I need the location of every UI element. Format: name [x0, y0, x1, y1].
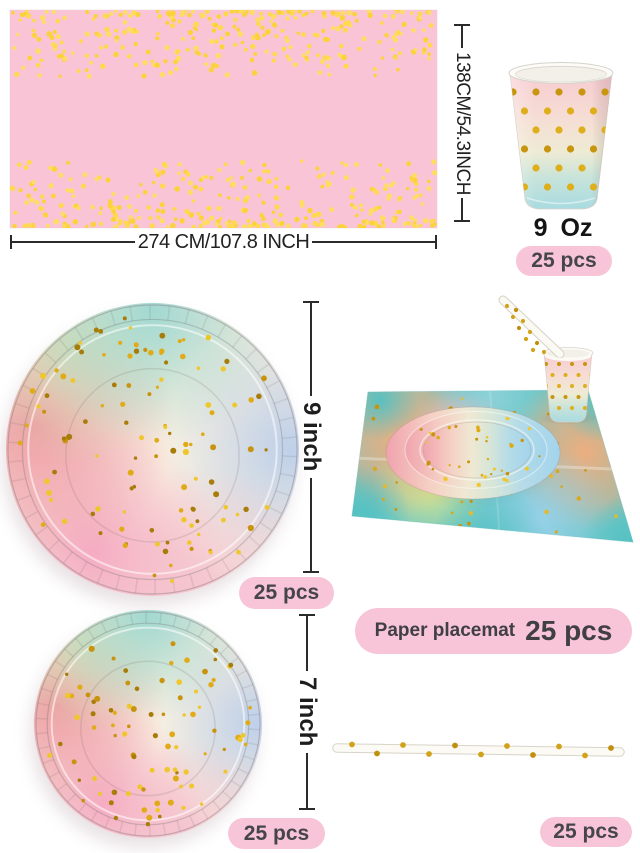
dimension-line [306, 752, 308, 809]
dimension-cap [435, 235, 438, 249]
dimension-line [310, 303, 312, 397]
plate-9in-dimension: 9 inch [295, 301, 327, 574]
dimension-cap [454, 24, 470, 26]
plate-7in-size-label: 7 inch [294, 677, 321, 747]
dimension-cap [303, 571, 319, 574]
plate-7in-dimension: 7 inch [291, 614, 323, 811]
placemat-scene-image [351, 295, 634, 543]
plate-7in-decor [35, 611, 261, 837]
cup-count-badge: 25 pcs [516, 246, 612, 276]
plate-9in-decor [7, 304, 298, 595]
plate-9in-size-label: 9 inch [298, 402, 325, 472]
plate-7in-count-badge: 25 pcs [228, 818, 325, 849]
straw-in-cup [498, 295, 592, 361]
tablecloth-width-dimension: 274 CM/107.8 INCH [10, 229, 438, 255]
dimension-line [306, 616, 308, 672]
dimension-line [312, 241, 436, 243]
cup-size-label: 9 Oz [533, 214, 593, 242]
dimension-cap [303, 301, 319, 303]
dimension-line [12, 241, 135, 243]
dimension-cap [299, 808, 315, 811]
dimension-line [461, 198, 463, 221]
cup-count-label: 25 pcs [531, 249, 597, 272]
tablecloth-width-label: 274 CM/107.8 INCH [137, 230, 310, 253]
placemat-name-label: Paper placemat [374, 620, 516, 641]
plate-9in-count-label: 25 pcs [253, 581, 320, 604]
dimension-line [310, 477, 312, 572]
plate-7in-image [34, 610, 262, 838]
dimension-line [461, 26, 463, 48]
tablecloth-height-dimension: 138CM/54.3INCH [443, 24, 481, 223]
tablecloth-height-label: 138CM/54.3INCH [452, 51, 473, 195]
plate-7in-count-label: 25 pcs [243, 821, 310, 845]
straw-count-label: 25 pcs [553, 820, 619, 843]
cup-image [508, 62, 614, 210]
dimension-cap [10, 235, 12, 249]
straw-image [332, 741, 625, 759]
plate-9in-image [6, 303, 299, 596]
plate-9in-count-badge: 25 pcs [239, 577, 334, 609]
tablecloth-image [9, 9, 438, 229]
dimension-cap [454, 220, 470, 223]
tablecloth-confetti [10, 10, 437, 228]
dimension-cap [299, 614, 315, 616]
placemat-count-label: 25 pcs [525, 615, 613, 646]
straw-count-badge: 25 pcs [540, 817, 632, 847]
placemat-label-badge: Paper placemat 25 pcs [355, 608, 632, 654]
